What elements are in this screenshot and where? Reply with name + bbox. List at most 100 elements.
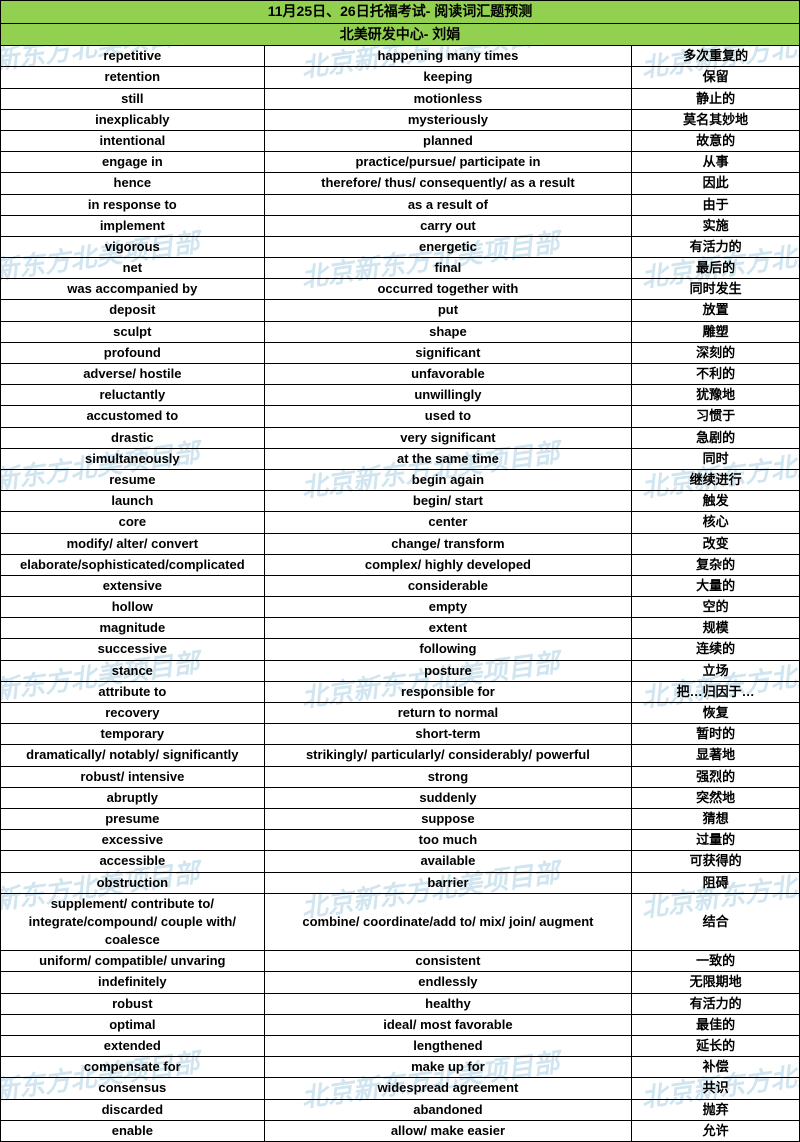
chinese-cell: 故意的	[632, 130, 800, 151]
table-row: in response toas a result of由于	[1, 194, 800, 215]
table-row: dramatically/ notably/ significantlystri…	[1, 745, 800, 766]
chinese-cell: 复杂的	[632, 554, 800, 575]
table-row: temporaryshort-term暂时的	[1, 724, 800, 745]
synonym-cell: consistent	[264, 951, 632, 972]
table-row: retentionkeeping保留	[1, 67, 800, 88]
synonym-cell: carry out	[264, 215, 632, 236]
table-row: recoveryreturn to normal恢复	[1, 703, 800, 724]
chinese-cell: 补偿	[632, 1057, 800, 1078]
synonym-cell: short-term	[264, 724, 632, 745]
synonym-cell: mysteriously	[264, 109, 632, 130]
chinese-cell: 最后的	[632, 258, 800, 279]
table-row: inexplicablymysteriously莫名其妙地	[1, 109, 800, 130]
synonym-cell: allow/ make easier	[264, 1120, 632, 1141]
synonym-cell: very significant	[264, 427, 632, 448]
synonym-cell: healthy	[264, 993, 632, 1014]
synonym-cell: posture	[264, 660, 632, 681]
word-cell: robust	[1, 993, 265, 1014]
table-row: hollowempty空的	[1, 597, 800, 618]
table-row: compensate formake up for补偿	[1, 1057, 800, 1078]
chinese-cell: 立场	[632, 660, 800, 681]
table-row: drasticvery significant急剧的	[1, 427, 800, 448]
chinese-cell: 结合	[632, 893, 800, 951]
table-row: hencetherefore/ thus/ consequently/ as a…	[1, 173, 800, 194]
synonym-cell: motionless	[264, 88, 632, 109]
synonym-cell: final	[264, 258, 632, 279]
synonym-cell: too much	[264, 830, 632, 851]
word-cell: hollow	[1, 597, 265, 618]
chinese-cell: 强烈的	[632, 766, 800, 787]
table-row: intentionalplanned故意的	[1, 130, 800, 151]
table-row: extendedlengthened延长的	[1, 1036, 800, 1057]
synonym-cell: lengthened	[264, 1036, 632, 1057]
synonym-cell: occurred together with	[264, 279, 632, 300]
synonym-cell: barrier	[264, 872, 632, 893]
chinese-cell: 核心	[632, 512, 800, 533]
synonym-cell: return to normal	[264, 703, 632, 724]
vocab-table: 11月25日、26日托福考试- 阅读词汇题预测 北美研发中心- 刘娟 repet…	[0, 0, 800, 1142]
chinese-cell: 延长的	[632, 1036, 800, 1057]
synonym-cell: begin/ start	[264, 491, 632, 512]
word-cell: repetitive	[1, 46, 265, 67]
synonym-cell: available	[264, 851, 632, 872]
synonym-cell: suppose	[264, 808, 632, 829]
table-row: attribute toresponsible for把…归因于…	[1, 681, 800, 702]
chinese-cell: 突然地	[632, 787, 800, 808]
table-row: stanceposture立场	[1, 660, 800, 681]
chinese-cell: 同时	[632, 448, 800, 469]
synonym-cell: keeping	[264, 67, 632, 88]
synonym-cell: considerable	[264, 575, 632, 596]
synonym-cell: change/ transform	[264, 533, 632, 554]
table-row: vigorousenergetic有活力的	[1, 236, 800, 257]
table-row: accustomed toused to习惯于	[1, 406, 800, 427]
table-title: 11月25日、26日托福考试- 阅读词汇题预测	[1, 1, 800, 24]
table-row: sculptshape雕塑	[1, 321, 800, 342]
chinese-cell: 静止的	[632, 88, 800, 109]
table-row: reluctantlyunwillingly犹豫地	[1, 385, 800, 406]
word-cell: obstruction	[1, 872, 265, 893]
chinese-cell: 实施	[632, 215, 800, 236]
synonym-cell: following	[264, 639, 632, 660]
chinese-cell: 莫名其妙地	[632, 109, 800, 130]
word-cell: sculpt	[1, 321, 265, 342]
word-cell: intentional	[1, 130, 265, 151]
chinese-cell: 继续进行	[632, 469, 800, 490]
synonym-cell: center	[264, 512, 632, 533]
table-row: launchbegin/ start触发	[1, 491, 800, 512]
word-cell: net	[1, 258, 265, 279]
word-cell: simultaneously	[1, 448, 265, 469]
chinese-cell: 允许	[632, 1120, 800, 1141]
chinese-cell: 无限期地	[632, 972, 800, 993]
table-row: abruptlysuddenly突然地	[1, 787, 800, 808]
chinese-cell: 急剧的	[632, 427, 800, 448]
word-cell: resume	[1, 469, 265, 490]
word-cell: successive	[1, 639, 265, 660]
word-cell: abruptly	[1, 787, 265, 808]
synonym-cell: empty	[264, 597, 632, 618]
chinese-cell: 有活力的	[632, 993, 800, 1014]
synonym-cell: shape	[264, 321, 632, 342]
word-cell: excessive	[1, 830, 265, 851]
word-cell: retention	[1, 67, 265, 88]
word-cell: elaborate/sophisticated/complicated	[1, 554, 265, 575]
synonym-cell: suddenly	[264, 787, 632, 808]
chinese-cell: 同时发生	[632, 279, 800, 300]
table-row: excessivetoo much过量的	[1, 830, 800, 851]
header-row-1: 11月25日、26日托福考试- 阅读词汇题预测	[1, 1, 800, 24]
table-row: resumebegin again继续进行	[1, 469, 800, 490]
synonym-cell: extent	[264, 618, 632, 639]
chinese-cell: 保留	[632, 67, 800, 88]
table-row: robusthealthy有活力的	[1, 993, 800, 1014]
table-row: uniform/ compatible/ unvaringconsistent一…	[1, 951, 800, 972]
chinese-cell: 有活力的	[632, 236, 800, 257]
table-row: repetitivehappening many times多次重复的	[1, 46, 800, 67]
word-cell: adverse/ hostile	[1, 364, 265, 385]
word-cell: hence	[1, 173, 265, 194]
synonym-cell: therefore/ thus/ consequently/ as a resu…	[264, 173, 632, 194]
table-row: netfinal最后的	[1, 258, 800, 279]
table-row: indefinitelyendlessly无限期地	[1, 972, 800, 993]
synonym-cell: responsible for	[264, 681, 632, 702]
table-row: engage inpractice/pursue/ participate in…	[1, 152, 800, 173]
chinese-cell: 触发	[632, 491, 800, 512]
chinese-cell: 不利的	[632, 364, 800, 385]
